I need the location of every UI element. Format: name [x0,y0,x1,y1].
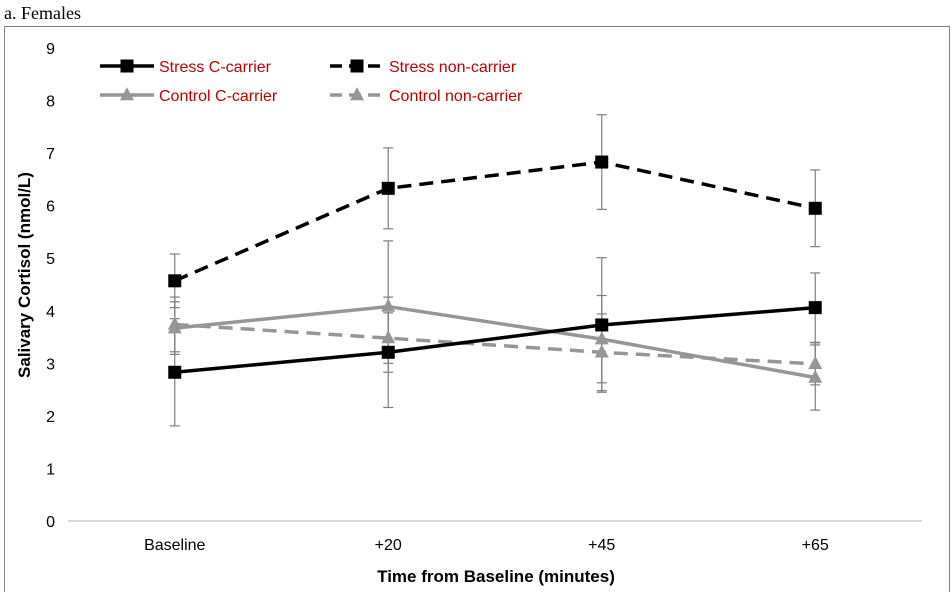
legend-label: Stress non-carrier [389,59,517,76]
data-point-triangle [120,87,134,101]
y-tick-label: 6 [46,199,55,216]
series-line [174,305,816,375]
data-point-triangle [594,344,609,358]
series-line [174,304,816,380]
x-tick-label: Baseline [144,537,205,554]
legend-label: Control non-carrier [389,88,523,105]
data-point-square [808,201,822,215]
legend-label: Stress C-carrier [159,59,272,76]
legend-item: Control C-carrier [100,87,278,105]
y-tick-label: 2 [46,409,55,426]
series-layer [167,155,823,383]
series-line [174,322,816,366]
series-stress-c-carrier [168,301,822,379]
legend-item: Control non-carrier [330,87,523,105]
data-point-square [595,155,609,169]
series-line [174,160,816,283]
y-tick-label: 9 [46,41,55,58]
y-tick-label: 1 [46,461,55,478]
error-bars-layer [169,114,821,427]
data-point-square [381,345,395,359]
y-tick-label: 0 [46,514,55,531]
data-point-triangle [167,316,182,330]
y-axis-title: Salivary Cortisol (nmol/L) [15,172,34,378]
y-tick-label: 3 [46,356,55,373]
x-tick-label: +45 [588,537,615,554]
data-point-triangle [808,369,823,383]
y-tick-label: 8 [46,94,55,111]
x-tick-label: +20 [375,537,402,554]
axes-layer: 0 1 2 3 4 5 6 7 8 9 Baseline +20 +45 +65 [46,41,922,554]
y-tick-label: 7 [46,146,55,163]
data-point-triangle [381,330,396,344]
data-point-square [381,181,395,195]
data-point-triangle [594,331,609,345]
data-point-triangle [381,298,396,312]
data-point-triangle [350,87,364,101]
legend-item: Stress non-carrier [330,59,517,76]
x-tick-label: +65 [802,537,829,554]
series-stress-non-carrier [168,155,822,288]
legend-label: Control C-carrier [159,88,278,105]
y-tick-label: 4 [46,304,55,321]
series-control-non-carrier [167,316,823,370]
x-axis-title: Time from Baseline (minutes) [377,567,615,586]
chart-frame [4,26,950,592]
data-point-square [595,318,609,332]
panel-title: a. Females [4,3,81,23]
data-point-square [168,274,182,288]
data-point-square [350,59,364,73]
data-point-square [808,301,822,315]
data-point-square [120,59,134,73]
data-point-triangle [808,356,823,370]
legend: Stress C-carrier Stress non-carrier Contro… [100,59,523,105]
legend-item: Stress C-carrier [100,59,272,76]
series-control-c-carrier [167,298,823,383]
data-point-square [168,365,182,379]
y-tick-label: 5 [46,251,55,268]
